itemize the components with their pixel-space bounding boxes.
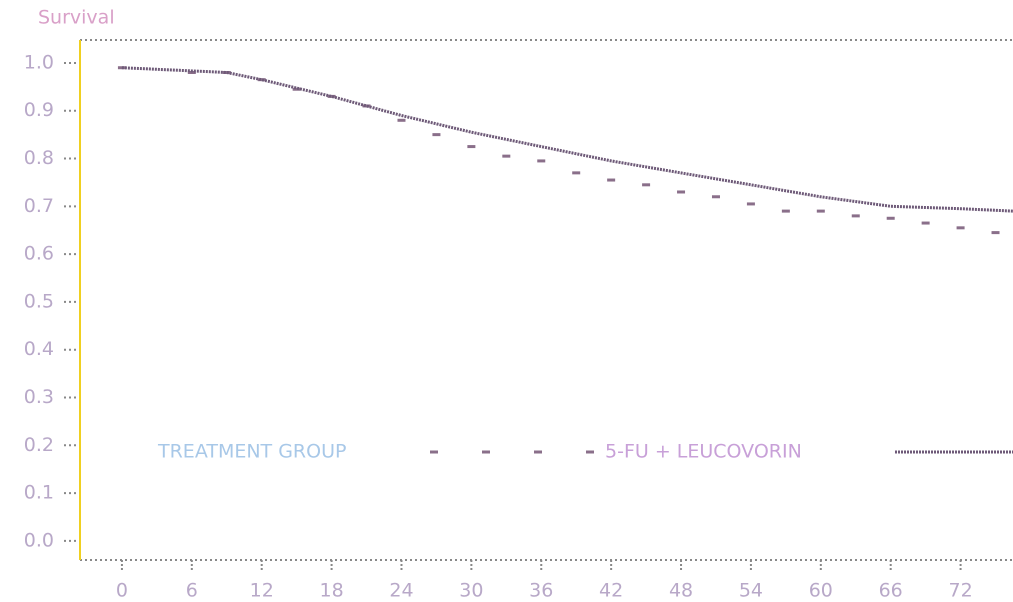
x-tick-label: 0 — [116, 580, 128, 602]
data-point — [921, 221, 930, 225]
y-tick-label: 0.1 — [24, 482, 54, 504]
legend-symbol — [586, 450, 594, 454]
x-tick-label: 24 — [389, 580, 413, 602]
x-tick-label: 66 — [879, 580, 903, 602]
y-tick-label: 0.4 — [24, 338, 54, 360]
x-tick-label: 18 — [320, 580, 344, 602]
x-tick-label: 48 — [669, 580, 693, 602]
data-point — [956, 226, 965, 230]
data-point — [572, 171, 581, 175]
y-tick-label: 0.7 — [24, 195, 54, 217]
data-point — [537, 159, 546, 163]
data-point — [502, 154, 511, 158]
data-point — [746, 202, 755, 206]
y-axis-label: Survival — [38, 7, 115, 29]
x-tick-label: 12 — [250, 580, 274, 602]
data-point — [432, 133, 441, 137]
y-tick-label: 1.0 — [24, 51, 54, 73]
legend-title: TREATMENT GROUP — [157, 441, 346, 463]
data-point — [187, 71, 196, 74]
data-point — [222, 71, 231, 74]
data-point — [642, 183, 651, 187]
data-point — [677, 190, 686, 194]
data-point — [292, 87, 301, 91]
data-point — [327, 94, 336, 98]
data-point — [991, 231, 1000, 235]
data-point — [851, 214, 860, 218]
data-point — [397, 118, 406, 122]
data-point — [711, 195, 720, 199]
x-tick-label: 72 — [948, 580, 972, 602]
y-tick-label: 0.3 — [24, 386, 54, 408]
data-point — [257, 78, 266, 82]
y-tick-label: 0.9 — [24, 99, 54, 121]
legend-symbol — [482, 450, 490, 454]
data-point — [886, 216, 895, 220]
legend-symbol — [534, 450, 542, 454]
y-tick-label: 0.0 — [24, 529, 54, 551]
data-point — [362, 104, 371, 108]
x-tick-label: 36 — [529, 580, 553, 602]
x-tick-label: 60 — [809, 580, 833, 602]
legend-label: 5-FU + LEUCOVORIN — [605, 441, 802, 463]
y-tick-label: 0.6 — [24, 243, 54, 265]
x-tick-label: 54 — [739, 580, 763, 602]
y-tick-label: 0.5 — [24, 290, 54, 312]
data-point — [607, 178, 616, 182]
x-tick-label: 6 — [186, 580, 198, 602]
legend-symbol — [430, 450, 438, 454]
data-point — [467, 145, 476, 149]
x-tick-label: 30 — [459, 580, 483, 602]
data-point — [781, 209, 790, 213]
y-tick-label: 0.2 — [24, 434, 54, 456]
data-point — [816, 209, 825, 213]
survival-line — [121, 66, 1013, 213]
y-tick-label: 0.8 — [24, 147, 54, 169]
x-tick-label: 42 — [599, 580, 623, 602]
